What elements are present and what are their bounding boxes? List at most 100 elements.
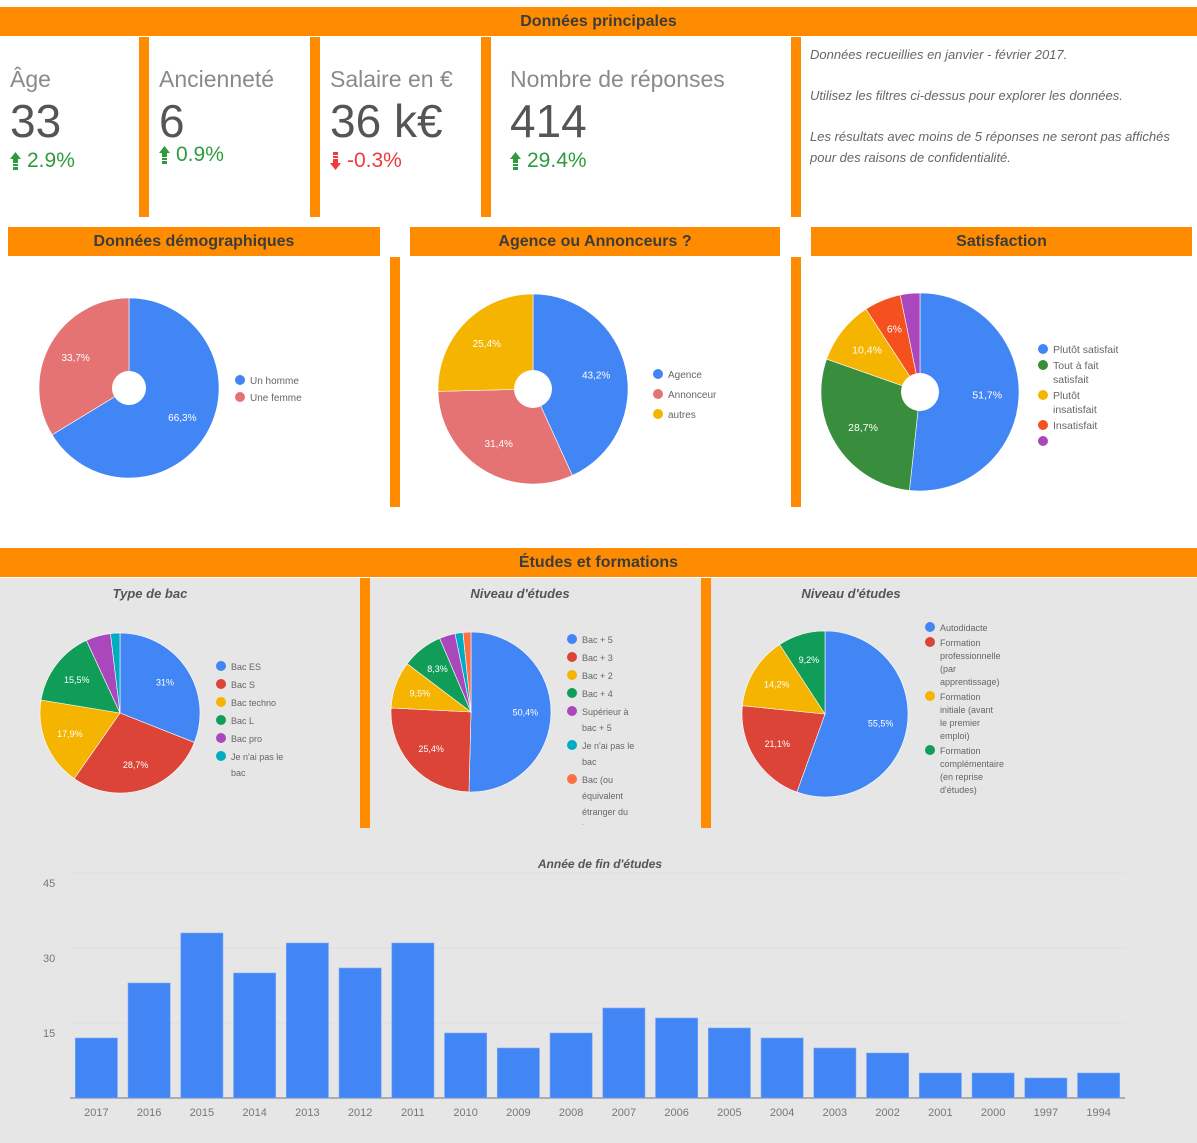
donut-hole xyxy=(514,370,552,408)
notes-text: Données recueillies en janvier - février… xyxy=(810,44,1195,188)
bar-2009[interactable] xyxy=(496,1047,540,1099)
pie-slice[interactable] xyxy=(390,707,472,793)
kpi-delta-value: -0.3% xyxy=(347,149,402,173)
bar-2008[interactable] xyxy=(549,1032,593,1099)
bar-1994[interactable] xyxy=(1077,1072,1121,1099)
x-tick-label: 2016 xyxy=(137,1107,161,1119)
divider xyxy=(791,37,801,217)
x-tick-label: 2006 xyxy=(664,1107,688,1119)
x-tick-label: 2011 xyxy=(401,1107,425,1119)
bar-2010[interactable] xyxy=(444,1032,488,1099)
legend-label: professionnelle xyxy=(940,651,1001,661)
legend-label: Bac + 2 xyxy=(582,671,613,681)
pie-slice[interactable] xyxy=(820,358,921,491)
note-collection-date: Données recueillies en janvier - février… xyxy=(810,47,1068,62)
pie-data-label: 43,2% xyxy=(582,370,610,381)
pie-data-label: 9,5% xyxy=(410,688,431,698)
bar-2016[interactable] xyxy=(127,982,171,1099)
kpi-seniority: Ancienneté 6 0.9% xyxy=(159,36,274,216)
legend-label: Bac L xyxy=(231,716,254,726)
bac-pie-chart: 31% 28,7% 17,9% 15,5% Bac ES Bac S Bac techno B… xyxy=(39,632,283,794)
bar-2006[interactable] xyxy=(655,1017,699,1099)
bar-2004[interactable] xyxy=(760,1037,804,1099)
bar-2012[interactable] xyxy=(338,967,382,1099)
pie-data-label: 66,3% xyxy=(168,413,196,424)
kpi-label: Salaire en € xyxy=(330,66,453,92)
pie-slice[interactable] xyxy=(468,631,552,793)
agency-pie-chart: 43,2% 31,4% 25,4% Agence Annonceur autres xyxy=(437,293,717,485)
pie-slice[interactable] xyxy=(39,699,121,780)
pie-data-label: 21,1% xyxy=(764,739,790,749)
legend-label: Agence xyxy=(668,370,702,381)
bar-2000[interactable] xyxy=(971,1072,1015,1099)
legend-dot-icon xyxy=(653,369,663,379)
pie-data-label: 25,4% xyxy=(418,744,444,754)
legend-label: b... xyxy=(582,823,595,825)
legend-dot-icon xyxy=(567,670,577,680)
legend-label: Un homme xyxy=(250,376,299,387)
bar-2001[interactable] xyxy=(918,1072,962,1099)
legend-label: complémentaire xyxy=(940,759,1004,769)
chart-title-level: Niveau d'études xyxy=(470,586,570,601)
pie-slice[interactable] xyxy=(38,297,130,436)
bar-2013[interactable] xyxy=(285,942,329,1099)
kpi-delta-value: 2.9% xyxy=(27,149,75,173)
divider xyxy=(310,37,320,217)
kpi-value: 6 xyxy=(159,95,185,147)
legend-label: Bac + 5 xyxy=(582,635,613,645)
legend-label: Formation xyxy=(940,638,981,648)
pie-slice[interactable] xyxy=(899,292,921,393)
kpi-value: 33 xyxy=(10,95,62,147)
legend-dot-icon xyxy=(216,697,226,707)
bar-2015[interactable] xyxy=(180,932,224,1099)
pie-data-label: 31,4% xyxy=(485,439,513,450)
legend-label: Une femme xyxy=(250,393,302,404)
divider xyxy=(139,37,149,217)
pie-slice[interactable] xyxy=(40,640,121,714)
pie-slice[interactable] xyxy=(532,293,629,476)
legend-dot-icon xyxy=(216,733,226,743)
x-tick-label: 2014 xyxy=(242,1107,266,1119)
x-tick-label: 2001 xyxy=(928,1107,952,1119)
pie-slice[interactable] xyxy=(742,644,826,715)
kpi-responses: Nombre de réponses 414 29.4% xyxy=(510,36,725,216)
pie-slice[interactable] xyxy=(73,712,195,794)
pie-data-label: 9,2% xyxy=(799,655,820,665)
pie-data-label: 6% xyxy=(887,324,902,336)
legend-label: Insatisfait xyxy=(1053,420,1097,432)
bar-2014[interactable] xyxy=(233,972,277,1099)
pie-slice[interactable] xyxy=(437,293,534,392)
note-filters: Utilisez les filtres ci-dessus pour expl… xyxy=(810,88,1123,103)
x-tick-label: 2005 xyxy=(717,1107,741,1119)
bar-2011[interactable] xyxy=(391,942,435,1099)
section-title-demographics: Données démographiques xyxy=(93,232,295,250)
pie-slice[interactable] xyxy=(796,630,909,798)
legend-dot-icon xyxy=(235,392,245,402)
pie-slice[interactable] xyxy=(741,705,826,793)
legend-label: d'études) xyxy=(940,785,977,795)
legend-dot-icon xyxy=(1038,360,1048,370)
bar-1997[interactable] xyxy=(1024,1077,1068,1099)
bar-2003[interactable] xyxy=(813,1047,857,1099)
gender-pie-chart: 66,3% 33,7% Un homme Une femme xyxy=(38,297,302,479)
legend-label: initiale (avant xyxy=(940,705,994,715)
bar-2002[interactable] xyxy=(866,1052,910,1099)
legend-dot-icon xyxy=(925,745,935,755)
pie-slice[interactable] xyxy=(462,631,472,713)
bar-2005[interactable] xyxy=(707,1027,751,1099)
legend-dot-icon xyxy=(925,622,935,632)
pie-data-label: 33,7% xyxy=(61,353,89,364)
pie-slice[interactable] xyxy=(437,388,573,485)
bar-2017[interactable] xyxy=(74,1037,118,1099)
legend-label: équivalent xyxy=(582,791,624,801)
bar-2007[interactable] xyxy=(602,1007,646,1099)
pie-slice[interactable] xyxy=(119,632,201,743)
y-tick-label: 30 xyxy=(43,953,55,965)
pie-slice[interactable] xyxy=(110,632,121,714)
x-tick-label: 1997 xyxy=(1034,1107,1058,1119)
pie-slice[interactable] xyxy=(779,630,826,716)
x-tick-label: 2017 xyxy=(84,1107,108,1119)
divider xyxy=(791,257,801,507)
pie-slice[interactable] xyxy=(909,292,1020,492)
x-tick-label: 2000 xyxy=(981,1107,1005,1119)
